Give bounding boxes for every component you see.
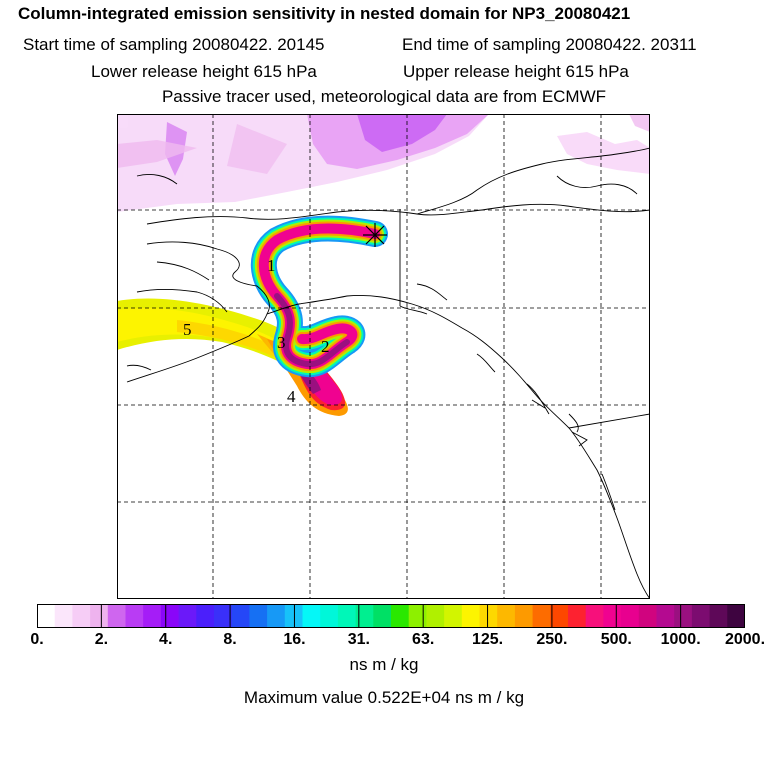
colorbar-cell: [373, 604, 392, 628]
colorbar-tick-label: 500.: [600, 631, 632, 648]
colorbar-tick-label: 0.: [30, 631, 44, 648]
colorbar-cell: [603, 604, 622, 628]
colorbar-cell: [37, 604, 56, 628]
colorbar-tick-label: 1000.: [660, 631, 701, 648]
max-value-label: Maximum value 0.522E+04 ns m / kg: [243, 688, 525, 707]
plot-title: Column-integrated emission sensitivity i…: [18, 4, 631, 23]
colorbar-cell: [355, 604, 374, 628]
colorbar-cell: [90, 604, 109, 628]
start-time-label: Start time of sampling 20080422. 20145: [23, 35, 325, 54]
colorbar-cell: [320, 604, 339, 628]
sensitivity-map: 1 2 3 4 5: [117, 114, 650, 599]
colorbar-cell: [497, 604, 516, 628]
colorbar-cell: [426, 604, 445, 628]
colorbar-cell: [532, 604, 551, 628]
day-marker-5: 5: [183, 320, 192, 339]
colorbar-cell: [302, 604, 321, 628]
colorbar-cell: [160, 604, 180, 628]
plume-hook: [250, 215, 388, 378]
day-marker-2: 2: [321, 337, 330, 356]
low-sensitivity-field: [117, 114, 650, 212]
tracer-label: Passive tracer used, meteorological data…: [161, 87, 607, 106]
end-time-label: End time of sampling 20080422. 20311: [402, 35, 697, 54]
colorbar-cell: [408, 604, 427, 628]
colorbar-cell: [568, 604, 587, 628]
coastlines: [126, 147, 650, 599]
colorbar-tick-label: 16.: [283, 631, 306, 648]
colorbar-tick-label: 125.: [471, 631, 504, 648]
colorbar-cell: [72, 604, 91, 628]
colorbar-cell: [550, 604, 569, 628]
colorbar-cell: [479, 604, 498, 628]
day-marker-3: 3: [277, 333, 286, 352]
colorbar-cell: [691, 604, 711, 628]
colorbar-tick-label: 4.: [159, 631, 173, 648]
lower-release-label: Lower release height 615 hPa: [91, 62, 317, 81]
colorbar-cell: [444, 604, 463, 628]
release-point-icon: [363, 223, 387, 247]
colorbar-cell: [267, 604, 286, 628]
colorbar: [37, 604, 745, 628]
colorbar-cell: [231, 604, 250, 628]
colorbar-cell: [214, 604, 233, 628]
day-marker-1: 1: [267, 256, 276, 275]
colorbar-tick-label: 2000.: [724, 631, 766, 648]
colorbar-tick-label: 250.: [536, 631, 568, 648]
graticule: [117, 114, 650, 599]
colorbar-cell: [107, 604, 127, 628]
colorbar-cell: [461, 604, 481, 628]
day-marker-4: 4: [287, 387, 296, 406]
colorbar-tick-label: 2.: [94, 631, 109, 648]
colorbar-cell: [196, 604, 215, 628]
colorbar-cell: [656, 604, 675, 628]
colorbar-cell: [337, 604, 357, 628]
colorbar-cell: [54, 604, 73, 628]
colorbar-cell: [514, 604, 534, 628]
colorbar-cell: [178, 604, 197, 628]
colorbar-cell: [621, 604, 640, 628]
colorbar-cell: [249, 604, 268, 628]
colorbar-tick-label: 63.: [412, 631, 435, 648]
colorbar-tick-label: 8.: [223, 631, 237, 648]
colorbar-cell: [125, 604, 144, 628]
colorbar-cell: [391, 604, 410, 628]
colorbar-cell: [727, 604, 745, 628]
colorbar-tick-label: 31.: [347, 631, 370, 648]
units-label: ns m / kg: [349, 655, 419, 674]
colorbar-cell: [143, 604, 162, 628]
colorbar-cell: [709, 604, 728, 628]
colorbar-cell: [638, 604, 658, 628]
colorbar-cell: [674, 604, 693, 628]
upper-release-label: Upper release height 615 hPa: [403, 62, 629, 81]
colorbar-cell: [585, 604, 604, 628]
